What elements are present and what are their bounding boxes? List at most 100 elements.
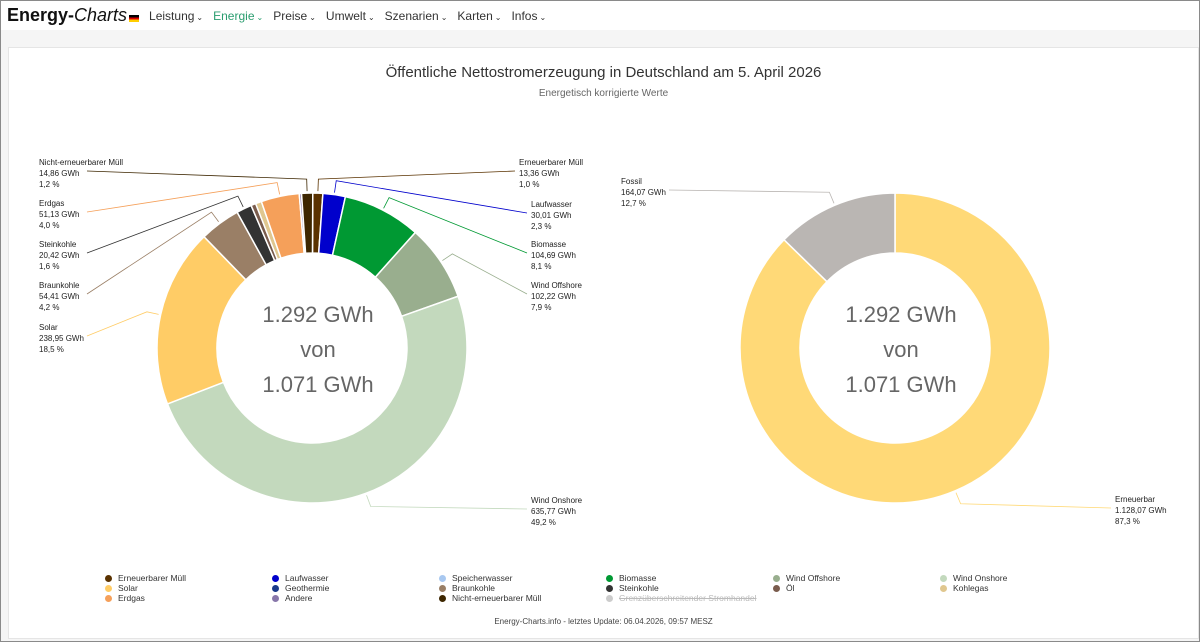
main-menu: Leistung ⌄ Energie ⌄ Preise ⌄ Umwelt ⌄ Szenarien… — [149, 9, 556, 23]
pie-slice[interactable] — [166, 295, 468, 504]
pie-slice[interactable] — [300, 192, 314, 255]
legend-swatch — [105, 574, 112, 582]
label-connector — [366, 495, 528, 510]
top-navbar: Energy- Charts Leistung ⌄ Energie ⌄ Preise ⌄ Um… — [1, 1, 1199, 30]
legend-label: Steinkohle — [619, 583, 659, 593]
menu-item-label: Infos — [511, 8, 538, 23]
data-label: 1,0 % — [519, 180, 539, 189]
data-label: 30,01 GWh — [531, 211, 571, 220]
data-label: Wind Offshore — [531, 281, 583, 290]
legend-item[interactable]: Wind Offshore — [773, 573, 940, 583]
footer-update-text: Energy-Charts.info - letztes Update: 06.… — [494, 617, 713, 626]
donut-chart-1: Erneuerbarer Müll 13,36 GWh 1,0 % Laufwasse… — [39, 158, 583, 527]
data-label: 12,7 % — [621, 199, 646, 208]
legend-item[interactable]: Andere — [272, 593, 439, 603]
menu-item-szenarien[interactable]: Szenarien ⌄ — [385, 9, 448, 23]
data-label: 4,2 % — [39, 303, 59, 312]
data-label: 238,95 GWh — [39, 334, 84, 343]
legend-label: Biomasse — [619, 573, 657, 583]
legend-swatch — [606, 584, 613, 592]
menu-item-leistung[interactable]: Leistung ⌄ — [149, 9, 203, 23]
data-label: 20,42 GWh — [39, 251, 79, 260]
data-label: Erneuerbarer Müll — [519, 158, 583, 167]
legend-label: Andere — [285, 593, 313, 603]
data-label: 164,07 GWh — [621, 188, 666, 197]
pie-slice[interactable] — [739, 192, 1051, 504]
data-label: 18,5 % — [39, 345, 64, 354]
menu-item-preise[interactable]: Preise ⌄ — [273, 9, 316, 23]
legend-item[interactable]: Speicherwasser — [439, 573, 606, 583]
legend-swatch — [272, 584, 279, 592]
legend-item[interactable]: Öl — [773, 583, 940, 593]
legend-item[interactable]: Solar — [105, 583, 272, 593]
data-label: 13,36 GWh — [519, 169, 559, 178]
data-label: Solar — [39, 323, 58, 332]
menu-item-karten[interactable]: Karten ⌄ — [457, 9, 501, 23]
chevron-down-icon: ⌄ — [309, 12, 316, 22]
legend-swatch — [940, 574, 947, 582]
chevron-down-icon: ⌄ — [196, 12, 204, 22]
chart-legend: Erneuerbarer Müll Laufwasser Speicherwasse… — [105, 573, 1105, 603]
data-label: 104,69 GWh — [531, 251, 576, 260]
chevron-down-icon: ⌄ — [367, 12, 375, 22]
label-connector — [86, 211, 219, 295]
legend-item[interactable]: Grenzüberschreitender Stromhandel — [606, 593, 773, 603]
data-label: Nicht-erneuerbarer Müll — [39, 158, 123, 167]
legend-swatch — [773, 574, 780, 582]
label-connector — [334, 180, 528, 214]
data-label: 49,2 % — [531, 518, 556, 527]
data-label: 14,86 GWh — [39, 169, 79, 178]
legend-label: Laufwasser — [285, 573, 329, 583]
data-label: Erneuerbar — [1115, 495, 1155, 504]
data-label: 7,9 % — [531, 303, 551, 312]
label-connector — [86, 170, 308, 192]
legend-label: Grenzüberschreitender Stromhandel — [619, 593, 757, 603]
legend-label: Solar — [118, 583, 138, 593]
legend-item[interactable]: Steinkohle — [606, 583, 773, 593]
center-total-text: 1.292 GWh — [845, 302, 956, 327]
chevron-down-icon: ⌄ — [440, 12, 448, 22]
donut-chart-2: Erneuerbar 1.128,07 GWh 87,3 % Fossil 164,07… — [621, 177, 1167, 526]
chevron-down-icon: ⌄ — [539, 12, 547, 22]
site-logo[interactable]: Energy- Charts — [7, 5, 140, 26]
legend-label: Erneuerbarer Müll — [118, 573, 187, 583]
data-label: Steinkohle — [39, 240, 77, 249]
legend-swatch — [105, 594, 112, 602]
pie-slice[interactable] — [782, 192, 896, 283]
label-connector — [442, 253, 528, 295]
german-flag-icon — [129, 15, 140, 22]
legend-item[interactable]: Laufwasser — [272, 573, 439, 583]
data-label: Biomasse — [531, 240, 567, 249]
menu-item-umwelt[interactable]: Umwelt ⌄ — [326, 9, 375, 23]
legend-item[interactable]: Nicht-erneuerbarer Müll — [439, 593, 606, 603]
data-label: Erdgas — [39, 199, 64, 208]
label-connector — [668, 189, 835, 204]
legend-item[interactable]: Kohlegas — [940, 583, 1107, 593]
menu-item-energie[interactable]: Energie ⌄ — [213, 9, 263, 23]
data-label: 1.128,07 GWh — [1115, 506, 1167, 515]
center-total-text: 1.071 GWh — [262, 372, 373, 397]
data-label: 4,0 % — [39, 221, 59, 230]
menu-item-infos[interactable]: Infos ⌄ — [511, 9, 546, 23]
data-label: 1,2 % — [39, 180, 59, 189]
legend-item[interactable]: Wind Onshore — [940, 573, 1107, 583]
logo-text: Energy- — [7, 5, 75, 25]
legend-item[interactable]: Biomasse — [606, 573, 773, 583]
menu-item-label: Szenarien — [384, 8, 439, 23]
data-label: 51,13 GWh — [39, 210, 79, 219]
legend-swatch — [272, 594, 279, 602]
legend-item[interactable]: Erdgas — [105, 593, 272, 603]
legend-item[interactable]: Erneuerbarer Müll — [105, 573, 272, 583]
legend-label: Wind Offshore — [786, 573, 841, 583]
legend-item[interactable]: Braunkohle — [439, 583, 606, 593]
legend-item[interactable]: Geothermie — [272, 583, 439, 593]
legend-swatch — [439, 584, 446, 592]
chevron-down-icon: ⌄ — [256, 12, 264, 22]
center-total-text: von — [300, 337, 335, 362]
label-connector — [317, 170, 516, 192]
label-connector — [383, 197, 528, 254]
legend-swatch — [940, 584, 947, 592]
label-connector — [955, 492, 1112, 509]
data-label: 635,77 GWh — [531, 507, 576, 516]
menu-item-label: Umwelt — [325, 8, 366, 23]
